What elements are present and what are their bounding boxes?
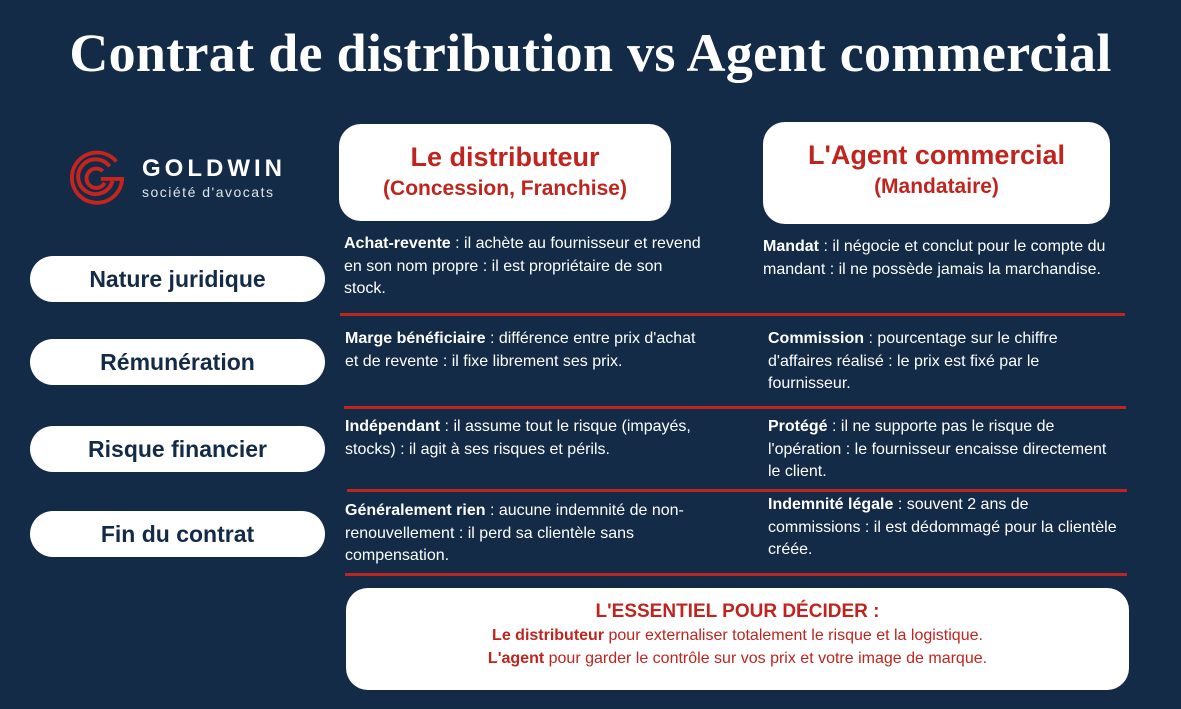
column-title: L'Agent commercial: [808, 140, 1065, 170]
cell-keyword: Mandat: [763, 238, 819, 255]
column-header-distributor: Le distributeur (Concession, Franchise): [339, 124, 671, 221]
cell-distributor-nature: Achat-revente : il achète au fournisseur…: [344, 233, 704, 301]
page-title: Contrat de distribution vs Agent commerc…: [69, 23, 1112, 83]
logo-name: GOLDWIN: [142, 154, 286, 182]
cell-keyword: Achat-revente: [344, 235, 451, 252]
summary-box: L'ESSENTIEL POUR DÉCIDER : Le distribute…: [346, 588, 1129, 690]
cell-keyword: Marge bénéficiaire: [345, 330, 486, 347]
cell-distributor-risque: Indépendant : il assume tout le risque (…: [345, 416, 705, 461]
cell-text: : différence entre prix d'achat et de re…: [345, 330, 696, 370]
summary-text: pour garder le contrôle sur vos prix et …: [544, 650, 988, 667]
goldwin-logo: GOLDWIN société d'avocats: [68, 148, 286, 206]
summary-text: pour externaliser totalement le risque e…: [604, 627, 983, 644]
row-divider: [347, 489, 1127, 492]
goldwin-logo-icon: [69, 150, 125, 205]
cell-keyword: Généralement rien: [345, 502, 486, 519]
row-label-remuneration: Rémunération: [30, 339, 325, 385]
cell-keyword: Protégé: [768, 418, 828, 435]
cell-agent-remuneration: Commission : pourcentage sur le chiffre …: [768, 328, 1118, 396]
row-divider: [340, 313, 1125, 316]
summary-line: L'agent pour garder le contrôle sur vos …: [346, 647, 1129, 670]
summary-line: Le distributeur pour externaliser totale…: [346, 624, 1129, 647]
cell-text: : pourcentage sur le chiffre d'affaires …: [768, 330, 1058, 392]
cell-text: : il achète au fournisseur et revend en …: [344, 235, 701, 297]
row-label-risque-financier: Risque financier: [30, 426, 325, 472]
cell-agent-fin: Indemnité légale : souvent 2 ans de comm…: [768, 494, 1118, 562]
cell-text: : il négocie et conclut pour le compte d…: [763, 238, 1106, 278]
summary-keyword: Le distributeur: [492, 627, 605, 644]
row-label-fin-du-contrat: Fin du contrat: [30, 511, 325, 557]
row-divider: [344, 406, 1126, 409]
cell-text: : souvent 2 ans de commissions : il est …: [768, 496, 1117, 558]
cell-distributor-remuneration: Marge bénéficiaire : différence entre pr…: [345, 328, 705, 373]
cell-keyword: Indemnité légale: [768, 496, 894, 513]
row-label-nature-juridique: Nature juridique: [30, 256, 325, 302]
cell-keyword: Commission: [768, 330, 865, 347]
column-title: Le distributeur: [410, 142, 600, 172]
column-subtitle: (Concession, Franchise): [383, 177, 627, 200]
summary-keyword: L'agent: [487, 650, 545, 667]
column-header-agent: L'Agent commercial (Mandataire): [763, 122, 1110, 224]
column-subtitle: (Mandataire): [874, 175, 999, 198]
cell-keyword: Indépendant: [345, 418, 441, 435]
logo-subtitle: société d'avocats: [142, 183, 275, 200]
cell-text: : il ne supporte pas le risque de l'opér…: [768, 418, 1107, 480]
cell-agent-risque: Protégé : il ne supporte pas le risque d…: [768, 416, 1118, 484]
cell-text: : aucune indemnité de non-renouvellement…: [345, 502, 684, 564]
summary-title: L'ESSENTIEL POUR DÉCIDER :: [595, 601, 880, 622]
cell-agent-nature: Mandat : il négocie et conclut pour le c…: [763, 236, 1123, 281]
cell-text: : il assume tout le risque (impayés, sto…: [345, 418, 691, 458]
row-divider: [345, 573, 1127, 576]
cell-distributor-fin: Généralement rien : aucune indemnité de …: [345, 500, 705, 568]
